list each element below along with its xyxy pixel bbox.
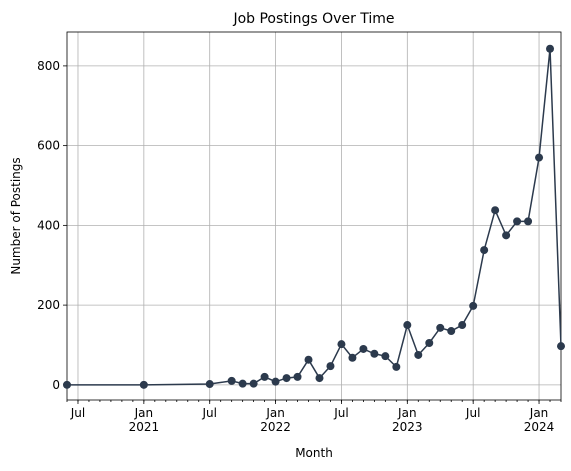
data-point: [425, 338, 434, 347]
data-point: [315, 374, 324, 383]
data-point: [513, 217, 522, 226]
data-point: [414, 350, 423, 359]
data-point: [260, 372, 269, 381]
x-tick-label: Jan 2024: [524, 406, 555, 434]
y-tick-label: 0: [52, 378, 60, 392]
data-point: [392, 362, 401, 371]
y-tick-label: 600: [37, 139, 60, 153]
plot-frame: [66, 31, 562, 401]
chart-title: Job Postings Over Time: [232, 11, 394, 27]
x-axis-label: Month: [295, 446, 333, 460]
x-tick-label: Jul: [201, 406, 216, 420]
data-point: [524, 217, 533, 226]
data-point: [282, 374, 291, 383]
data-point: [304, 355, 313, 364]
data-point: [469, 301, 478, 310]
x-tick-label: Jan 2023: [392, 406, 423, 434]
data-point: [359, 344, 368, 353]
data-point: [557, 342, 565, 351]
data-point: [139, 380, 148, 389]
data-point: [458, 321, 467, 330]
x-tick-label: Jan 2021: [129, 406, 160, 434]
data-point: [535, 153, 544, 162]
data-point: [326, 362, 335, 371]
x-tick-label: Jul: [333, 406, 348, 420]
data-point: [205, 380, 214, 389]
data-point: [447, 327, 456, 336]
data-point: [271, 377, 280, 386]
x-tick-label: Jan 2022: [260, 406, 291, 434]
data-point: [381, 352, 390, 361]
data-point: [502, 231, 511, 240]
data-point: [370, 349, 379, 358]
y-tick-label: 200: [37, 298, 60, 312]
data-point: [227, 376, 236, 385]
data-point: [403, 321, 412, 330]
data-point: [63, 380, 71, 389]
data-point: [480, 246, 489, 255]
data-point: [491, 206, 500, 215]
data-point: [238, 379, 247, 388]
y-tick-label: 800: [37, 59, 60, 73]
series-line: [67, 48, 562, 386]
y-tick-label: 400: [37, 218, 60, 232]
data-point: [436, 323, 445, 332]
y-axis-label: Number of Postings: [9, 157, 23, 274]
data-point: [293, 372, 302, 381]
data-point: [249, 379, 258, 388]
data-point: [348, 353, 357, 362]
data-point: [546, 44, 555, 53]
x-tick-label: Jul: [465, 406, 480, 420]
data-point: [337, 340, 346, 349]
x-tick-label: Jul: [70, 406, 85, 420]
